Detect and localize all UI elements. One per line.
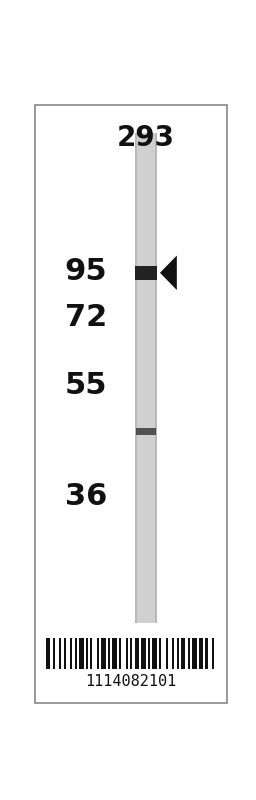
Bar [119,638,121,669]
Bar [177,638,179,669]
Bar [192,638,197,669]
Bar [135,266,157,279]
Bar [97,638,99,669]
Bar [59,638,61,669]
Text: 72: 72 [65,303,108,332]
Bar [141,638,146,669]
Text: 1114082101: 1114082101 [86,674,177,689]
Bar [136,428,156,435]
Bar [188,638,190,669]
Text: 95: 95 [65,257,108,286]
Bar [148,638,150,669]
Bar [101,638,106,669]
Text: 36: 36 [65,482,108,511]
Bar [212,638,214,669]
Bar [130,638,132,669]
Bar [172,638,174,669]
Bar [126,638,128,669]
Polygon shape [160,255,177,290]
Bar [134,638,139,669]
Bar [46,638,50,669]
Bar [75,638,77,669]
Bar [63,638,66,669]
Bar [199,638,203,669]
Bar [108,638,110,669]
Bar [159,638,161,669]
Bar [152,638,157,669]
Bar [70,638,72,669]
Bar [137,133,155,622]
Bar [90,638,92,669]
Bar [205,638,208,669]
Bar [112,638,117,669]
Bar [166,638,168,669]
Bar [52,638,55,669]
Text: 55: 55 [65,371,108,400]
Bar [86,638,88,669]
Bar [135,133,157,622]
Bar [79,638,83,669]
Bar [181,638,186,669]
Text: 293: 293 [117,124,175,152]
